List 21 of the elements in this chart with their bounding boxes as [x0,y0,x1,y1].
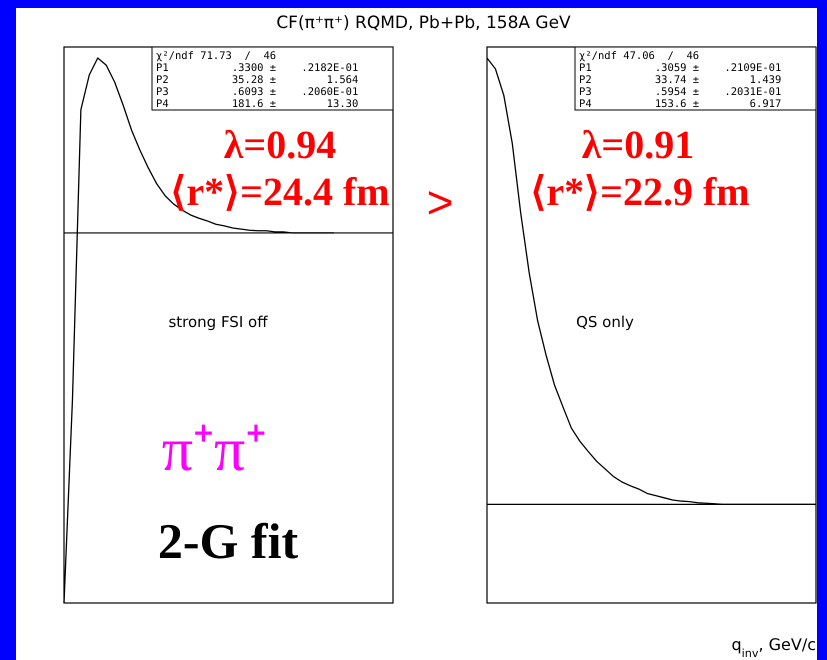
text: > [426,176,454,228]
annotation: λ=0.94 [224,122,336,167]
annotation: 2-G fit [158,513,298,569]
annotation: ⟨r*⟩=22.9 fm [530,169,750,214]
annotation: χ²/ndf 47.06 / 46 [579,50,700,62]
annotation: ⟨r*⟩=24.4 fm [170,169,390,214]
annotation: P4 153.6 ± 6.917 [579,98,782,110]
annotation: π⁺π⁺ [162,416,266,484]
annotation: P4 181.6 ± 13.30 [156,98,358,110]
annotation: strong FSI off [168,313,268,331]
x-axis-title: q$_{inv}$, GeV/c [731,635,816,660]
annotation: P3 .5954 ± .2031E-01 [579,86,782,98]
annotation: P2 33.74 ± 1.439 [579,74,782,86]
annotation: P1 .3300 ± .2182E-01 [156,62,358,74]
annotation: QS only [576,313,634,331]
chart-title: CF(π⁺π⁺) RQMD, Pb+Pb, 158A GeV [276,13,572,33]
annotation: P3 .6093 ± .2060E-01 [156,86,358,98]
annotation: P2 35.28 ± 1.564 [156,74,358,86]
annotation: χ²/ndf 71.73 / 46 [156,50,276,62]
annotation: λ=0.91 [582,122,694,167]
annotation: P1 .3059 ± .2109E-01 [579,62,782,74]
